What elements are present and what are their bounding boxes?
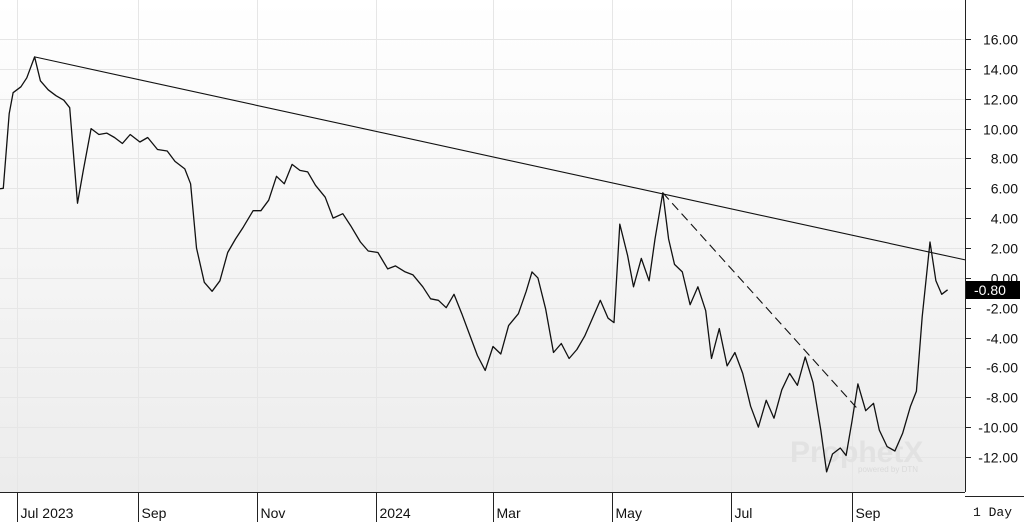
x-tick-label: May <box>616 505 642 521</box>
x-tick-label: Sep <box>142 505 167 521</box>
x-axis: Jul 2023 Sep Nov 2024 Mar May Jul Sep <box>17 492 881 522</box>
y-tick-label: -8.00 <box>986 390 1018 406</box>
y-tick-label: -6.00 <box>986 360 1018 376</box>
y-tick-label: -4.00 <box>986 331 1018 347</box>
x-tick-label: Sep <box>856 505 881 521</box>
trendline-dashed <box>662 192 859 410</box>
plot-background <box>0 0 965 492</box>
x-tick-label: Jul <box>735 505 753 521</box>
y-tick-label: 2.00 <box>991 241 1018 257</box>
trendlines <box>34 56 966 410</box>
series-line <box>0 56 948 473</box>
y-tick-label: 12.00 <box>983 92 1018 108</box>
interval-label[interactable]: 1 Day <box>973 505 1012 520</box>
y-tick-label: 8.00 <box>991 151 1018 167</box>
last-value-label: -0.80 <box>974 282 1006 298</box>
y-tick-label: -10.00 <box>978 420 1018 436</box>
watermark: ProphetX powered by DTN <box>790 436 923 474</box>
y-tick-label: 6.00 <box>991 181 1018 197</box>
interval-selector[interactable]: 1 Day <box>965 496 1024 521</box>
y-tick-label: -2.00 <box>986 301 1018 317</box>
last-value-marker: -0.80 <box>966 281 1020 299</box>
y-tick-label: -12.00 <box>978 450 1018 466</box>
y-tick-label: 14.00 <box>983 62 1018 78</box>
watermark-subtext: powered by DTN <box>858 465 918 474</box>
y-tick-label: 16.00 <box>983 32 1018 48</box>
y-axis: 16.0014.0012.0010.008.006.004.002.000.00… <box>965 32 1018 466</box>
x-tick-label: 2024 <box>380 505 411 521</box>
last-value-label-bg <box>966 281 1020 299</box>
x-tick-label: Jul 2023 <box>21 505 74 521</box>
trendline-solid <box>34 56 966 261</box>
watermark-logo: ProphetX <box>790 436 923 469</box>
grid <box>0 0 965 492</box>
y-tick-label: 10.00 <box>983 122 1018 138</box>
x-tick-label: Nov <box>261 505 286 521</box>
y-tick-label: 4.00 <box>991 211 1018 227</box>
x-tick-label: Mar <box>497 505 521 521</box>
